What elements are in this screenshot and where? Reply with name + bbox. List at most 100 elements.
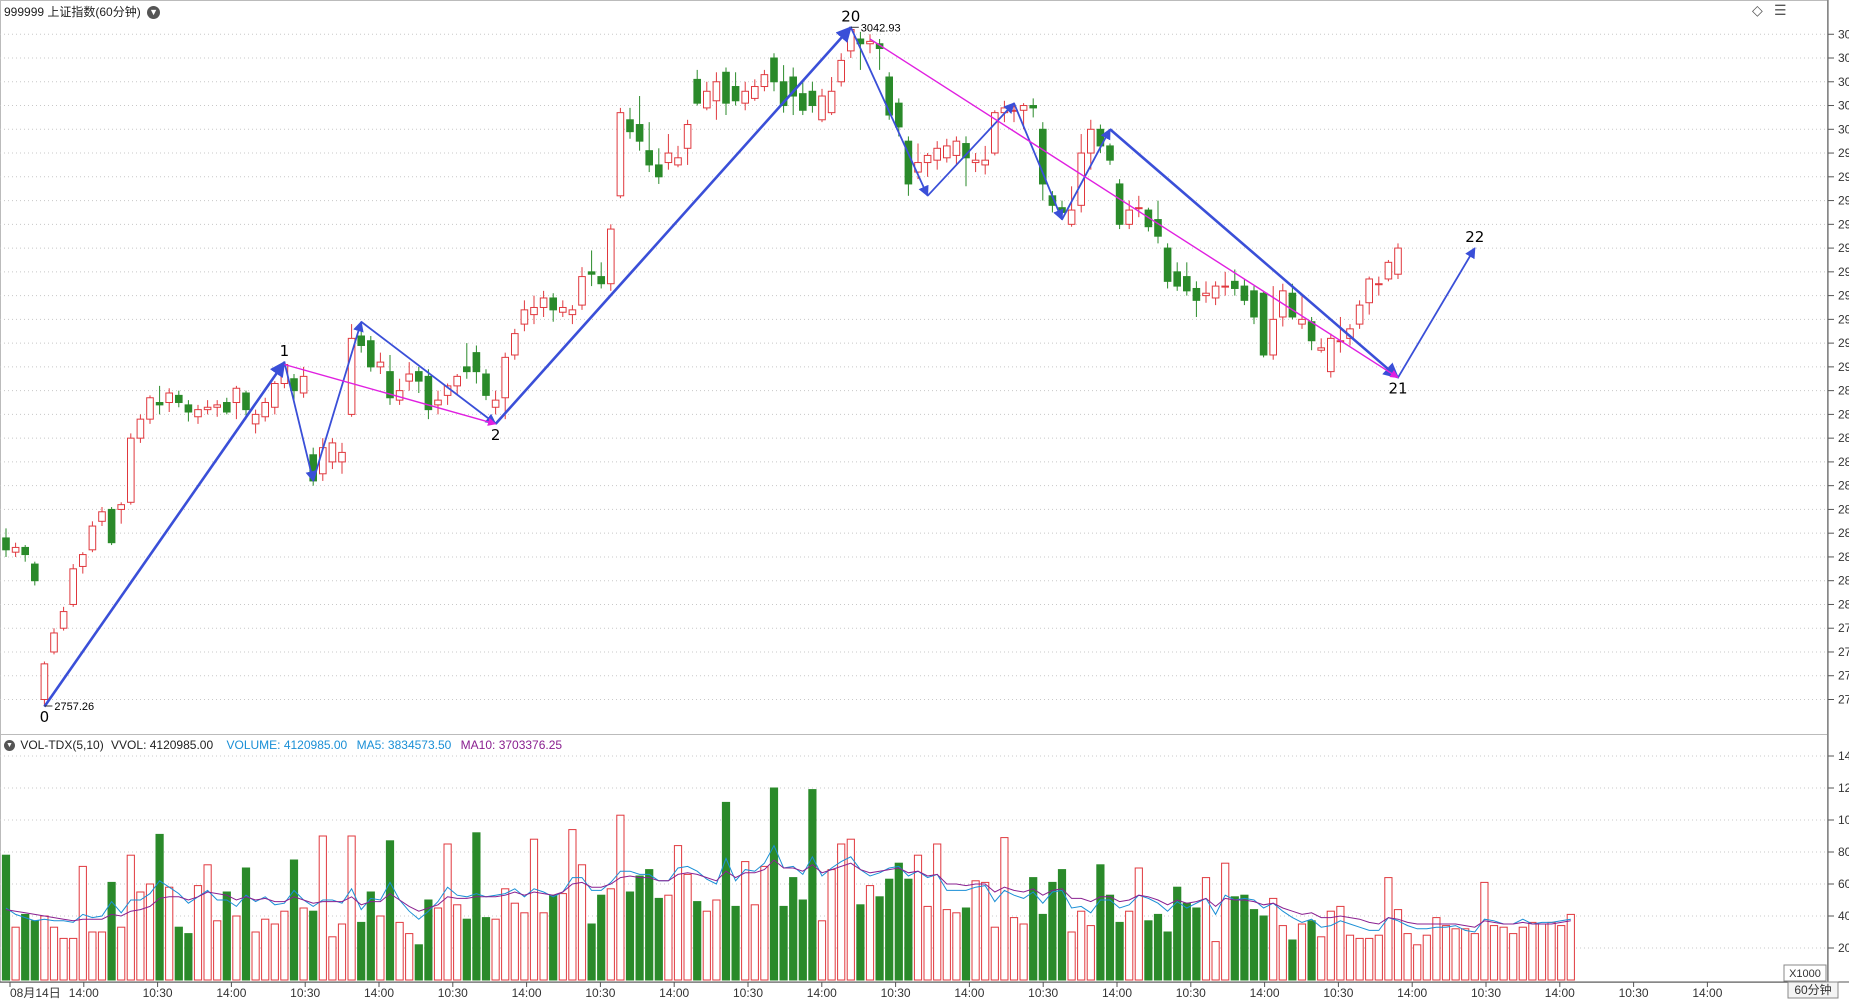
- candle-body-up: [818, 95, 826, 121]
- volume-bar-up: [712, 899, 721, 981]
- volume-bar-down: [184, 933, 193, 981]
- volume-bar-down: [309, 910, 318, 981]
- volume-tick-label: 8000: [1838, 845, 1849, 859]
- candle-body-up: [1019, 105, 1028, 111]
- volume-bar-up: [616, 814, 625, 981]
- volume-bar-up: [453, 904, 462, 981]
- volume-bar-down: [357, 921, 366, 981]
- wave-label-2: 2: [491, 426, 501, 444]
- time-tick-label: 14:00: [216, 986, 246, 1000]
- wave-label-20: 20: [841, 7, 860, 25]
- candle-body-up: [1317, 347, 1326, 351]
- candle-body-down: [2, 537, 10, 551]
- volume-bar-up: [1077, 910, 1086, 981]
- price-tick-label: 2970: [1838, 194, 1849, 208]
- volume-bar-down: [904, 878, 913, 981]
- wave-segment: [1397, 247, 1476, 379]
- volume-bar-up: [193, 885, 203, 981]
- volume-bar-up: [1461, 928, 1470, 981]
- candle-body-down: [1231, 280, 1239, 289]
- candle-body-down: [1259, 292, 1268, 356]
- candle-body-up: [741, 90, 750, 104]
- wave-segment: [849, 26, 929, 197]
- candle-body-up: [568, 309, 577, 316]
- chevron-down-icon[interactable]: ▼: [4, 740, 15, 752]
- volume-bar-up: [117, 926, 126, 981]
- wave-segment: [1013, 102, 1064, 221]
- volume-bar-up: [1134, 867, 1143, 981]
- price-tick-label: 2810: [1838, 574, 1849, 588]
- candle-body-down: [799, 93, 807, 111]
- candle-body-up: [395, 390, 404, 401]
- candle-body-up: [1384, 261, 1393, 280]
- extreme-value-label: 3042.93: [861, 22, 901, 34]
- volume-bar-up: [1125, 910, 1134, 981]
- period-box[interactable]: [1787, 981, 1839, 999]
- volume-bar-up: [683, 873, 692, 981]
- volume-bar-up: [1355, 937, 1364, 981]
- volume-bar-up: [664, 894, 673, 981]
- volume-bar-down: [1096, 864, 1105, 981]
- candle-body-up: [712, 81, 721, 102]
- candle-body-up: [664, 152, 673, 164]
- volume-bar-down: [1144, 920, 1153, 981]
- volume-bar-down: [635, 875, 644, 981]
- volume-bar-up: [232, 915, 241, 981]
- candle-body-up: [511, 333, 519, 356]
- volume-bar-down: [481, 917, 491, 981]
- candle-body-down: [549, 297, 558, 311]
- candle-body-up: [1327, 337, 1335, 373]
- candle-body-up: [1298, 318, 1306, 325]
- volume-bar-up: [1403, 933, 1412, 981]
- candle-body-down: [357, 335, 365, 346]
- volume-bar-up: [1528, 921, 1537, 981]
- time-tick-label: 10:30: [438, 986, 468, 1000]
- volume-bar-up: [817, 920, 827, 981]
- volume-bar-up: [88, 931, 97, 981]
- volume-bar-up: [78, 865, 87, 981]
- candle-body-up: [146, 397, 154, 420]
- volume-bar-up: [165, 886, 174, 981]
- candle-body-up: [1269, 318, 1278, 356]
- candle-body-down: [808, 90, 817, 107]
- volume-bar-up: [491, 918, 500, 981]
- volume-bar-up: [510, 902, 519, 981]
- volume-bar-down: [1153, 913, 1163, 981]
- candle-body-down: [107, 508, 116, 544]
- price-tick-label: 2770: [1838, 669, 1849, 683]
- volume-bar-down: [1115, 921, 1124, 981]
- volume-bar-up: [337, 923, 347, 981]
- time-tick-label: 14:00: [1250, 986, 1280, 1000]
- volume-bar-up: [577, 864, 587, 981]
- period-label[interactable]: 60分钟: [1794, 982, 1831, 997]
- unit-label: X1000: [1789, 968, 1821, 980]
- volume-bar-up: [299, 907, 308, 981]
- candle-body-up: [943, 145, 951, 159]
- volume-bar-up: [750, 904, 759, 981]
- volume-bar-down: [961, 907, 971, 981]
- candle-body-down: [635, 124, 644, 142]
- candle-body-down: [223, 402, 231, 413]
- time-tick-label: 14:00: [954, 986, 984, 1000]
- trend-segment: [869, 38, 1399, 379]
- volume-bar-up: [520, 912, 529, 981]
- candle-body-down: [1154, 219, 1162, 237]
- diamond-icon[interactable]: ◇: [1752, 2, 1763, 18]
- volume-bar-down: [174, 926, 183, 981]
- time-tick-label: 14:00: [1692, 986, 1722, 1000]
- candle-body-down: [1173, 271, 1182, 287]
- chevron-down-icon[interactable]: ▼: [147, 6, 161, 20]
- volume-bar-up: [443, 843, 452, 981]
- candle-body-down: [1144, 209, 1153, 228]
- candle-body-up: [491, 399, 500, 408]
- time-tick-label: 10:30: [290, 986, 320, 1000]
- candle-body-up: [88, 525, 97, 551]
- volume-bar-up: [97, 931, 107, 981]
- menu-icon[interactable]: ☰: [1774, 2, 1787, 18]
- price-tick-label: 2910: [1838, 336, 1849, 350]
- candle-body-up: [933, 147, 942, 161]
- indicator-volume: VOLUME: 4120985.00: [226, 738, 348, 752]
- volume-bar-up: [1019, 923, 1028, 981]
- volume-tick-label: 6000: [1838, 877, 1849, 891]
